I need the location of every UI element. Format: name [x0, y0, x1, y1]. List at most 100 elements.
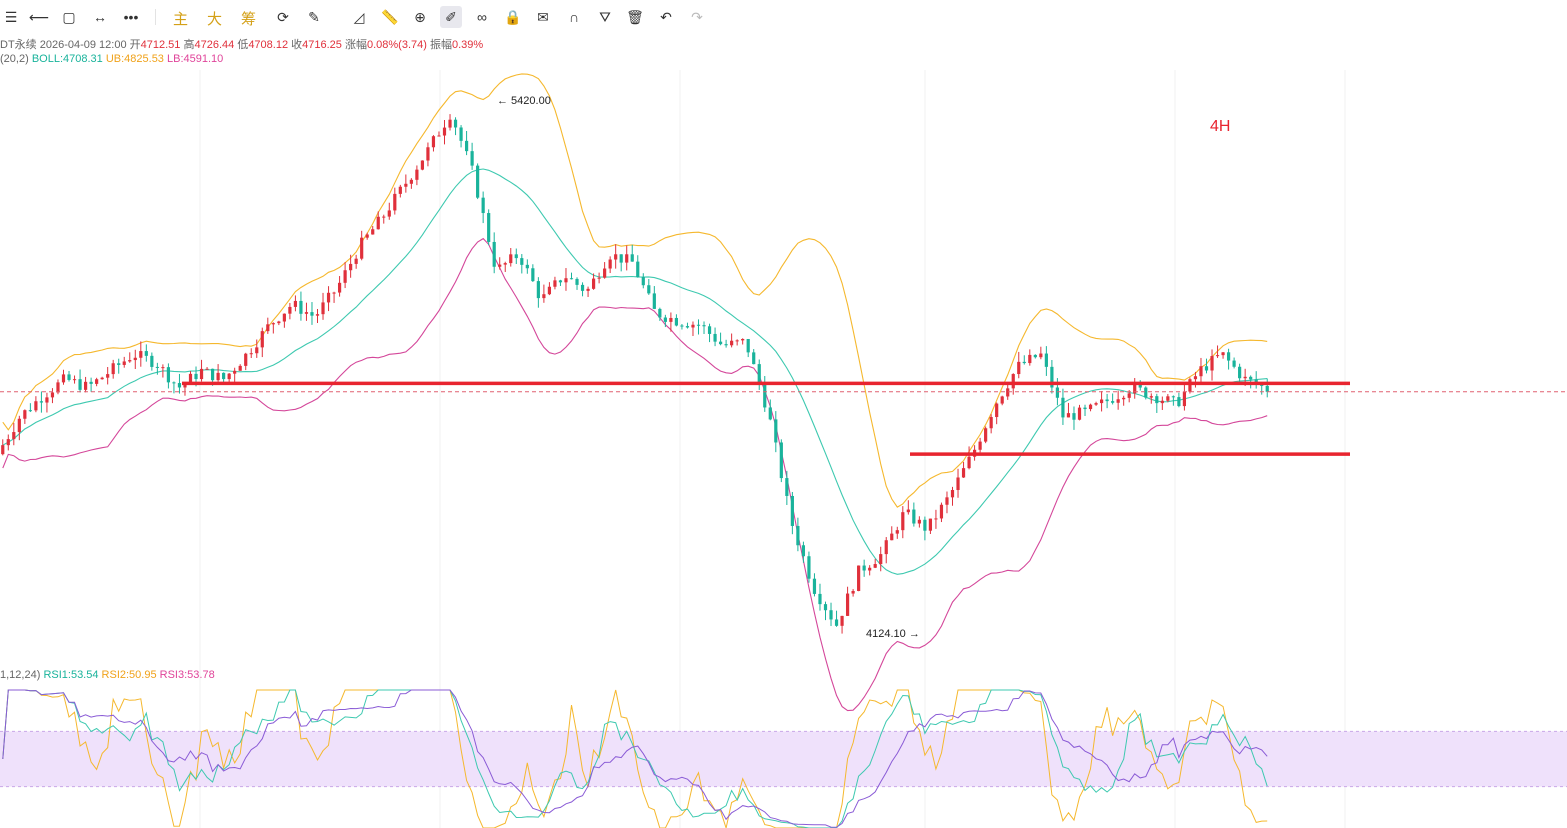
candle-body — [1116, 399, 1120, 403]
candle-body — [161, 367, 165, 369]
rectangle-icon[interactable]: ▢ — [62, 8, 76, 25]
chip-large-button[interactable]: 大 — [207, 10, 223, 28]
candle-body — [625, 254, 629, 263]
candle-body — [1149, 396, 1153, 398]
candle-body — [768, 407, 772, 420]
candle-body — [1226, 352, 1231, 361]
candle-body — [139, 351, 143, 358]
low-label: 低 — [237, 39, 249, 51]
edit-icon[interactable]: ✉ — [537, 8, 549, 25]
candle-body — [315, 314, 320, 316]
high-value: 4726.44 — [194, 39, 235, 51]
candle-body — [1238, 366, 1242, 379]
candle-body — [72, 379, 77, 381]
candle-body — [498, 264, 502, 267]
candle-body — [144, 351, 148, 356]
range-icon[interactable]: ↔ — [93, 9, 107, 25]
low-marker-label: 4124.10 → — [866, 628, 920, 640]
trash-icon[interactable]: 🗑 — [626, 8, 644, 25]
chart-drawings — [0, 381, 1567, 456]
candle-body — [934, 518, 938, 520]
candle-body — [674, 317, 679, 326]
candle-body — [575, 278, 579, 285]
candle-body — [448, 119, 452, 128]
candle-body — [696, 324, 701, 326]
candle-body — [39, 401, 44, 403]
candle-body — [23, 410, 27, 419]
zoom-icon[interactable]: ⊕ — [414, 8, 426, 25]
candle-body — [807, 556, 811, 579]
candle-body — [67, 374, 71, 380]
menu-icon[interactable]: ☰ — [4, 8, 18, 25]
candle-body — [1028, 354, 1032, 364]
candlesticks — [1, 114, 1269, 634]
boll-upper-line — [2, 73, 1268, 508]
candle-body — [1017, 361, 1021, 375]
pen-icon[interactable]: ✎ — [308, 8, 320, 25]
candle-body — [1083, 407, 1087, 410]
pattern-icon[interactable]: ∞ — [477, 9, 487, 25]
chip-distribution-button[interactable]: 筹 — [241, 10, 257, 28]
magnet-icon[interactable]: ∩ — [568, 9, 580, 25]
candle-body — [1265, 385, 1269, 392]
candle-body — [691, 324, 695, 328]
candle-body — [580, 284, 585, 291]
candle-body — [1210, 356, 1214, 371]
candle-body — [1055, 387, 1060, 398]
candle-body — [293, 300, 298, 307]
candle-body — [1177, 397, 1181, 407]
candle-body — [912, 509, 916, 524]
amplitude-value: 0.39% — [451, 39, 484, 51]
candle-body — [1182, 391, 1187, 407]
candle-body — [133, 357, 137, 361]
candle-body — [558, 280, 563, 283]
candle-body — [177, 383, 182, 388]
candle-body — [868, 567, 872, 571]
brush-icon[interactable]: ✐ — [440, 6, 462, 28]
candle-body — [1061, 397, 1065, 418]
ruler-icon[interactable]: 📏 — [381, 8, 399, 25]
candle-body — [730, 340, 734, 346]
candle-body — [34, 401, 38, 411]
candle-body — [834, 619, 839, 626]
candle-body — [83, 381, 88, 390]
candle-body — [12, 432, 16, 440]
candle-body — [1127, 393, 1131, 398]
candle-body — [1122, 397, 1126, 400]
candle-body — [956, 477, 960, 490]
candle-body — [332, 292, 336, 294]
horizontal-line-icon[interactable]: ⟵ — [28, 8, 50, 25]
candle-body — [1094, 403, 1098, 405]
segment-icon[interactable]: ◿ — [353, 8, 365, 25]
refresh-icon[interactable]: ⟳ — [277, 8, 289, 25]
filter-icon[interactable]: ⛛ — [599, 8, 611, 25]
more-icon[interactable]: ••• — [123, 9, 139, 25]
candle-body — [928, 518, 933, 531]
candle-body — [387, 210, 391, 217]
candle-body — [647, 285, 651, 294]
low-value: 4708.12 — [248, 39, 289, 51]
redo-icon[interactable]: ↷ — [691, 8, 703, 25]
candle-body — [111, 363, 115, 375]
candle-body — [453, 119, 458, 128]
candle-body — [774, 419, 778, 443]
candle-body — [172, 382, 176, 384]
lock-icon[interactable]: 🔒 — [504, 8, 522, 25]
candle-body — [939, 504, 944, 519]
candle-body — [967, 456, 971, 469]
candle-body — [509, 254, 513, 264]
candle-body — [553, 280, 557, 287]
chip-main-button[interactable]: 主 — [173, 10, 189, 28]
candle-body — [6, 439, 10, 446]
candle-body — [906, 509, 910, 513]
candle-body — [884, 540, 888, 555]
candle-body — [873, 564, 877, 568]
candle-body — [840, 615, 844, 626]
ohlc-legend: DT永续 2026-04-09 12:00 开4712.51 高4726.44 … — [0, 36, 483, 52]
candle-body — [321, 302, 325, 315]
undo-icon[interactable]: ↶ — [660, 8, 672, 25]
candle-body — [520, 258, 524, 265]
candle-body — [476, 165, 480, 198]
candle-body — [1022, 361, 1026, 364]
